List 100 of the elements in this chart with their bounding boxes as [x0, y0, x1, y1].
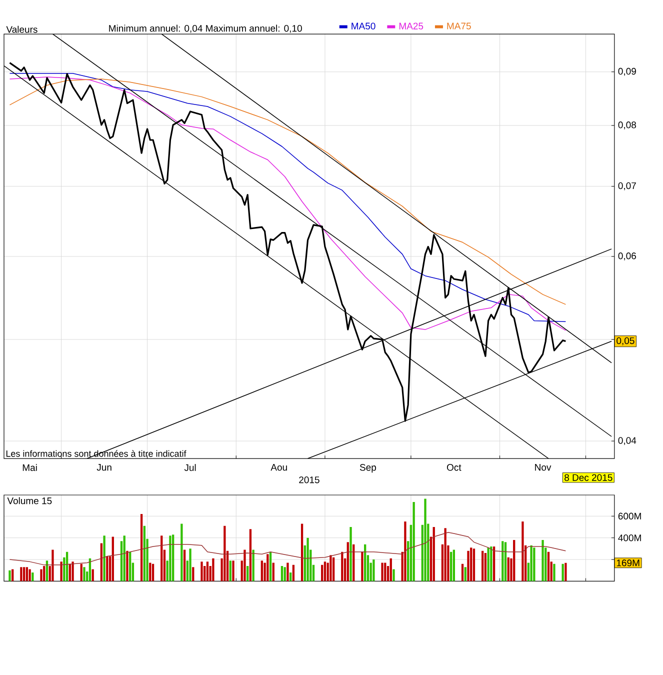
bar [547, 552, 550, 582]
bar [232, 560, 234, 582]
bar [246, 566, 249, 582]
x-tick-label: Sep [360, 464, 376, 473]
bar [464, 567, 466, 582]
bar [200, 562, 203, 582]
bar [52, 550, 54, 582]
bar [40, 569, 42, 582]
bar [22, 567, 26, 582]
bar [384, 562, 386, 582]
x-tick-label: Oct [446, 464, 462, 471]
bar [504, 542, 507, 582]
bar [189, 548, 192, 582]
bar [330, 555, 332, 582]
bar [80, 564, 82, 582]
bar [372, 560, 375, 582]
bar [280, 566, 284, 582]
bar [452, 550, 455, 582]
text: 0,05 [616, 337, 634, 346]
bar [212, 558, 214, 582]
bar [507, 557, 510, 582]
bar [461, 564, 464, 582]
x-tick-label: Jun [96, 464, 112, 471]
bar [472, 548, 476, 582]
bar [123, 536, 126, 582]
y-tick-label: 600M [618, 512, 641, 520]
bar [513, 540, 516, 582]
legend-label: MA25 [399, 22, 424, 30]
x-axis-title: 2015 [299, 476, 320, 484]
bar [300, 524, 304, 582]
bar [180, 524, 183, 582]
bar [32, 572, 34, 582]
bar [272, 562, 274, 582]
bar [106, 556, 108, 582]
bar [8, 570, 11, 582]
legend-label: MA50 [352, 22, 376, 30]
bar [332, 557, 335, 582]
bar [482, 550, 484, 582]
text: Minimum annuel: 0,04 Maximum annuel: 0,10 [109, 24, 302, 33]
legend-title: Valeurs [6, 26, 38, 33]
bar [126, 550, 128, 582]
bar [244, 550, 246, 582]
bar [269, 552, 272, 582]
bar [172, 534, 174, 582]
x-tick-label: Jul [184, 464, 196, 472]
bar [140, 514, 143, 582]
bar [229, 560, 232, 582]
bar [553, 564, 556, 582]
y-tick-label: 0,04 [618, 437, 636, 445]
bar [129, 552, 132, 582]
bar [152, 564, 154, 582]
bar [350, 526, 352, 582]
bar [26, 567, 28, 582]
bar [470, 548, 472, 582]
bar [432, 526, 435, 582]
bar [450, 552, 452, 582]
bar [490, 546, 492, 582]
bar [206, 562, 209, 582]
bar [484, 553, 487, 582]
bar [266, 554, 269, 582]
y-tick-label: 400M [618, 534, 641, 542]
x-tick-label: Mai [22, 464, 37, 472]
bar [542, 540, 544, 582]
y-tick-label: 0,07 [618, 182, 636, 190]
bar [66, 552, 68, 582]
bar [424, 498, 426, 582]
bar [533, 548, 536, 582]
bar [149, 562, 152, 582]
bar [306, 538, 309, 582]
bar [169, 536, 172, 582]
text: 169M [616, 560, 640, 566]
bar [103, 536, 106, 582]
bar [249, 529, 252, 582]
y-tick-label: 0,08 [618, 122, 636, 130]
bar [192, 567, 194, 582]
y-tick-label: 0,09 [618, 68, 636, 76]
bar [522, 522, 524, 582]
chart-title: Volume 15 [7, 497, 52, 504]
bar [502, 541, 504, 582]
bar [112, 536, 114, 582]
bar [390, 558, 392, 582]
bar [364, 544, 366, 582]
bar [404, 522, 406, 582]
bar [412, 502, 415, 582]
bar [290, 572, 292, 582]
bar [224, 526, 226, 582]
text: 8 Dec 2015 [564, 474, 612, 481]
bar [20, 567, 22, 582]
x-tick-label: Aou [270, 464, 287, 471]
bar [292, 564, 295, 582]
bar [352, 544, 355, 582]
bar [143, 526, 146, 582]
y-tick-label: 0,06 [618, 252, 636, 260]
bar [346, 542, 349, 582]
bar [284, 567, 286, 582]
bar [183, 550, 186, 582]
legend-label: MA75 [447, 22, 471, 30]
bar [72, 562, 74, 582]
bar [160, 536, 163, 582]
bar [60, 562, 62, 582]
